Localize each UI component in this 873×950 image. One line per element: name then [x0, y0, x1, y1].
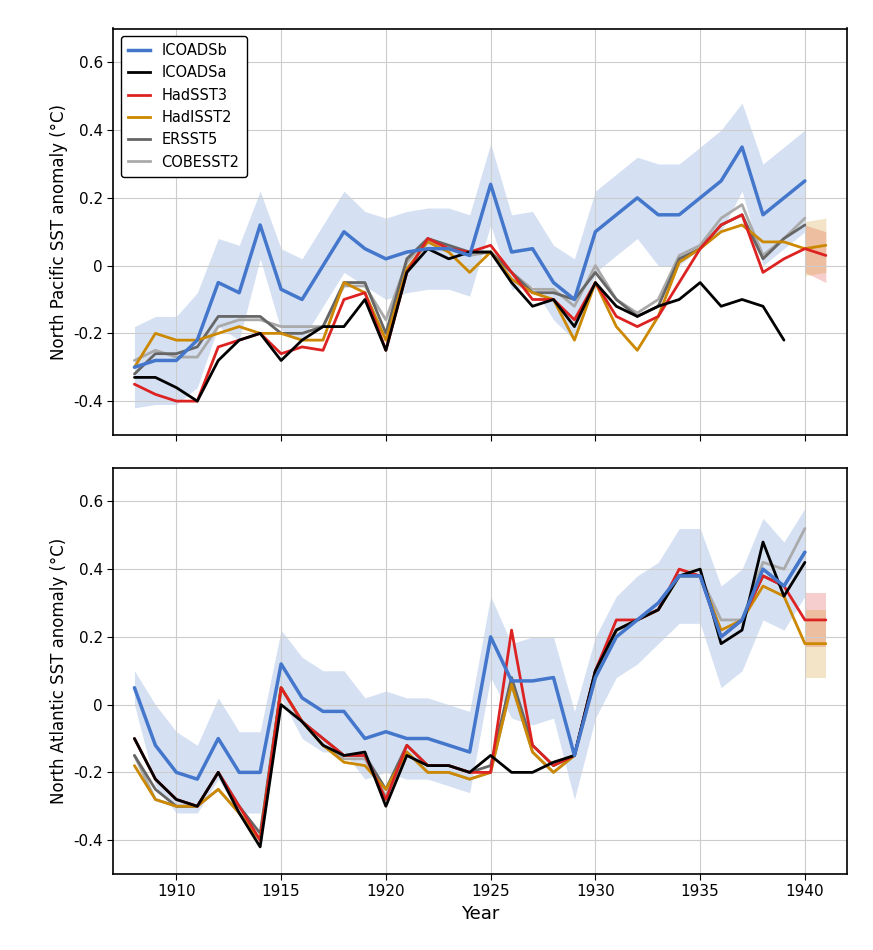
Y-axis label: North Pacific SST anomaly (°C): North Pacific SST anomaly (°C) — [50, 104, 68, 360]
X-axis label: Year: Year — [461, 905, 499, 923]
Legend: ICOADSb, ICOADSa, HadSST3, HadISST2, ERSST5, COBESST2: ICOADSb, ICOADSa, HadSST3, HadISST2, ERS… — [120, 36, 247, 177]
Y-axis label: North Atlantic SST anomaly (°C): North Atlantic SST anomaly (°C) — [50, 538, 68, 804]
